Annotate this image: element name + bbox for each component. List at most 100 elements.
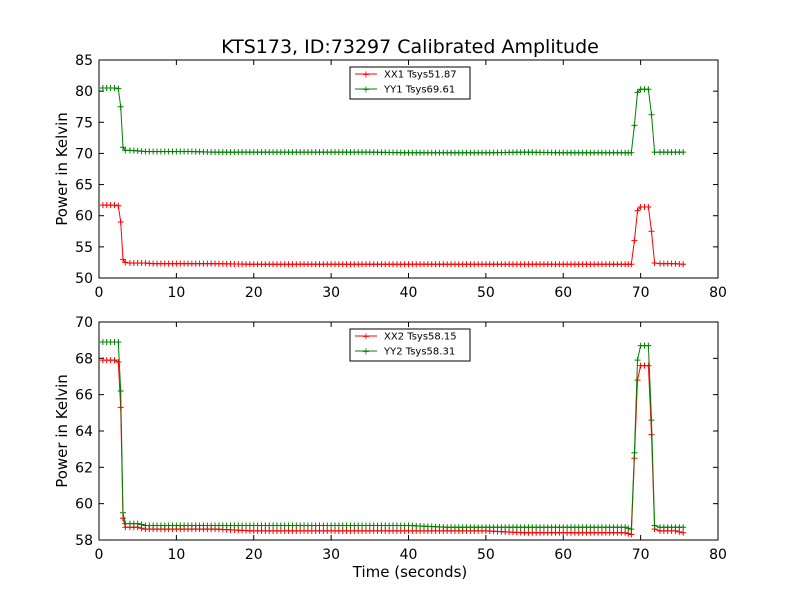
bottom-subplot-series <box>99 338 687 538</box>
top-y-tick-label: 50 <box>75 271 93 287</box>
top-data-point-xx1 <box>680 261 687 268</box>
bottom-data-point-xx2 <box>119 515 126 522</box>
bottom-data-point-xx2 <box>680 529 687 536</box>
bottom-legend-label-xx2: XX2 Tsys58.15 <box>384 332 457 343</box>
bottom-data-point-xx2 <box>625 530 632 537</box>
top-data-point-yy1 <box>115 85 122 92</box>
bottom-legend-marker-yy2: + <box>362 347 370 358</box>
bottom-x-tick-label: 10 <box>167 547 185 563</box>
bottom-data-point-yy2 <box>138 521 145 528</box>
bottom-legend-marker-xx2: + <box>362 332 370 343</box>
top-y-tick-label: 55 <box>75 240 93 256</box>
top-data-point-yy1 <box>628 149 635 156</box>
top-data-point-xx1 <box>634 207 641 214</box>
bottom-data-point-yy2 <box>645 342 652 349</box>
top-data-point-xx1 <box>645 203 652 210</box>
bottom-y-tick-label: 60 <box>75 497 93 513</box>
bottom-data-point-yy2 <box>622 524 629 531</box>
bottom-subplot-frame <box>98 321 719 541</box>
bottom-legend: + XX2 Tsys58.15 + YY2 Tsys58.31 <box>349 328 471 362</box>
top-data-point-yy1 <box>111 85 118 92</box>
bottom-data-point-yy2 <box>634 357 641 364</box>
bottom-x-tick-label: 70 <box>632 547 650 563</box>
chart-title: KTS173, ID:73297 Calibrated Amplitude <box>221 36 599 58</box>
top-x-tick-label: 60 <box>554 285 572 301</box>
top-data-point-xx1 <box>651 260 658 267</box>
top-data-point-yy1 <box>631 122 638 129</box>
top-data-point-yy1 <box>117 103 124 110</box>
bottom-x-tick-label: 80 <box>709 547 727 563</box>
bottom-x-tick-label: 30 <box>322 547 340 563</box>
bottom-data-point-yy2 <box>680 524 687 531</box>
top-x-tick-label: 20 <box>245 285 263 301</box>
top-subplot-series <box>99 85 687 268</box>
top-x-tick-label: 40 <box>400 285 418 301</box>
top-x-tick-label: 10 <box>167 285 185 301</box>
bottom-x-tick-label: 60 <box>554 547 572 563</box>
bottom-data-point-xx2 <box>111 357 118 364</box>
bottom-subplot: 0 10 20 30 40 50 60 70 80 58 60 62 64 66 68 70 Power in… <box>53 315 727 581</box>
top-x-tick-label: 80 <box>709 285 727 301</box>
top-data-point-yy1 <box>634 89 641 96</box>
bottom-data-point-xx2 <box>634 377 641 384</box>
top-data-point-xx1 <box>111 202 118 209</box>
bottom-data-point-xx2 <box>115 358 122 365</box>
bottom-legend-box <box>349 328 471 362</box>
top-data-point-yy1 <box>648 111 655 118</box>
bottom-y-tick-label: 70 <box>75 315 93 331</box>
top-data-point-xx1 <box>122 259 129 266</box>
top-y-axis-label: Power in Kelvin <box>53 112 71 226</box>
top-x-tick-label: 0 <box>95 285 104 301</box>
bottom-y-tick-label: 58 <box>75 533 93 549</box>
top-data-point-xx1 <box>631 237 638 244</box>
bottom-data-point-yy2 <box>628 526 635 533</box>
bottom-data-point-yy2 <box>117 388 124 395</box>
top-data-point-xx1 <box>115 202 122 209</box>
top-y-tick-label: 70 <box>75 146 93 162</box>
top-x-tick-label: 50 <box>477 285 495 301</box>
top-legend-box <box>349 66 471 100</box>
top-subplot-ticks: 0 10 20 30 40 50 60 70 80 50 55 60 65 70 75 80 85 <box>75 53 727 301</box>
bottom-data-point-yy2 <box>115 338 122 345</box>
bottom-data-point-yy2 <box>648 417 655 424</box>
bottom-y-tick-label: 66 <box>75 388 93 404</box>
bottom-x-tick-label: 0 <box>95 547 104 563</box>
bottom-data-point-xx2 <box>628 531 635 538</box>
top-legend: + XX1 Tsys51.87 + YY1 Tsys69.61 <box>349 66 471 100</box>
top-data-point-xx1 <box>648 228 655 235</box>
bottom-data-point-yy2 <box>631 449 638 456</box>
bottom-data-point-xx2 <box>622 529 629 536</box>
top-y-tick-label: 85 <box>75 53 93 69</box>
bottom-x-tick-label: 50 <box>477 547 495 563</box>
top-legend-marker-yy1: + <box>362 85 370 96</box>
bottom-data-point-xx2 <box>645 362 652 369</box>
top-data-point-yy1 <box>651 149 658 156</box>
bottom-data-point-yy2 <box>119 509 126 516</box>
top-y-tick-label: 60 <box>75 209 93 225</box>
top-data-point-xx1 <box>117 218 124 225</box>
top-subplot-frame <box>98 59 719 279</box>
bottom-y-tick-label: 62 <box>75 460 93 476</box>
top-y-tick-label: 75 <box>75 115 93 131</box>
top-legend-label-xx1: XX1 Tsys51.87 <box>384 70 457 81</box>
bottom-data-point-yy2 <box>134 520 141 527</box>
top-subplot: 0 10 20 30 40 50 60 70 80 50 55 60 65 70 75 80 85 Power … <box>53 53 727 301</box>
top-data-point-yy1 <box>680 149 687 156</box>
top-x-tick-label: 70 <box>632 285 650 301</box>
top-data-point-yy1 <box>645 86 652 93</box>
top-data-point-yy1 <box>119 144 126 151</box>
top-legend-label-yy1: YY1 Tsys69.61 <box>383 85 455 96</box>
top-y-tick-label: 80 <box>75 84 93 100</box>
bottom-legend-label-yy2: YY2 Tsys58.31 <box>383 347 455 358</box>
bottom-x-axis-label: Time (seconds) <box>352 563 468 581</box>
bottom-data-point-yy2 <box>651 522 658 529</box>
bottom-subplot-ticks: 0 10 20 30 40 50 60 70 80 58 60 62 64 66 68 70 <box>75 315 727 563</box>
top-legend-marker-xx1: + <box>362 70 370 81</box>
bottom-y-axis-label: Power in Kelvin <box>53 374 71 488</box>
top-y-tick-label: 65 <box>75 178 93 194</box>
bottom-y-tick-label: 68 <box>75 351 93 367</box>
bottom-data-point-yy2 <box>625 525 632 532</box>
bottom-x-tick-label: 40 <box>400 547 418 563</box>
